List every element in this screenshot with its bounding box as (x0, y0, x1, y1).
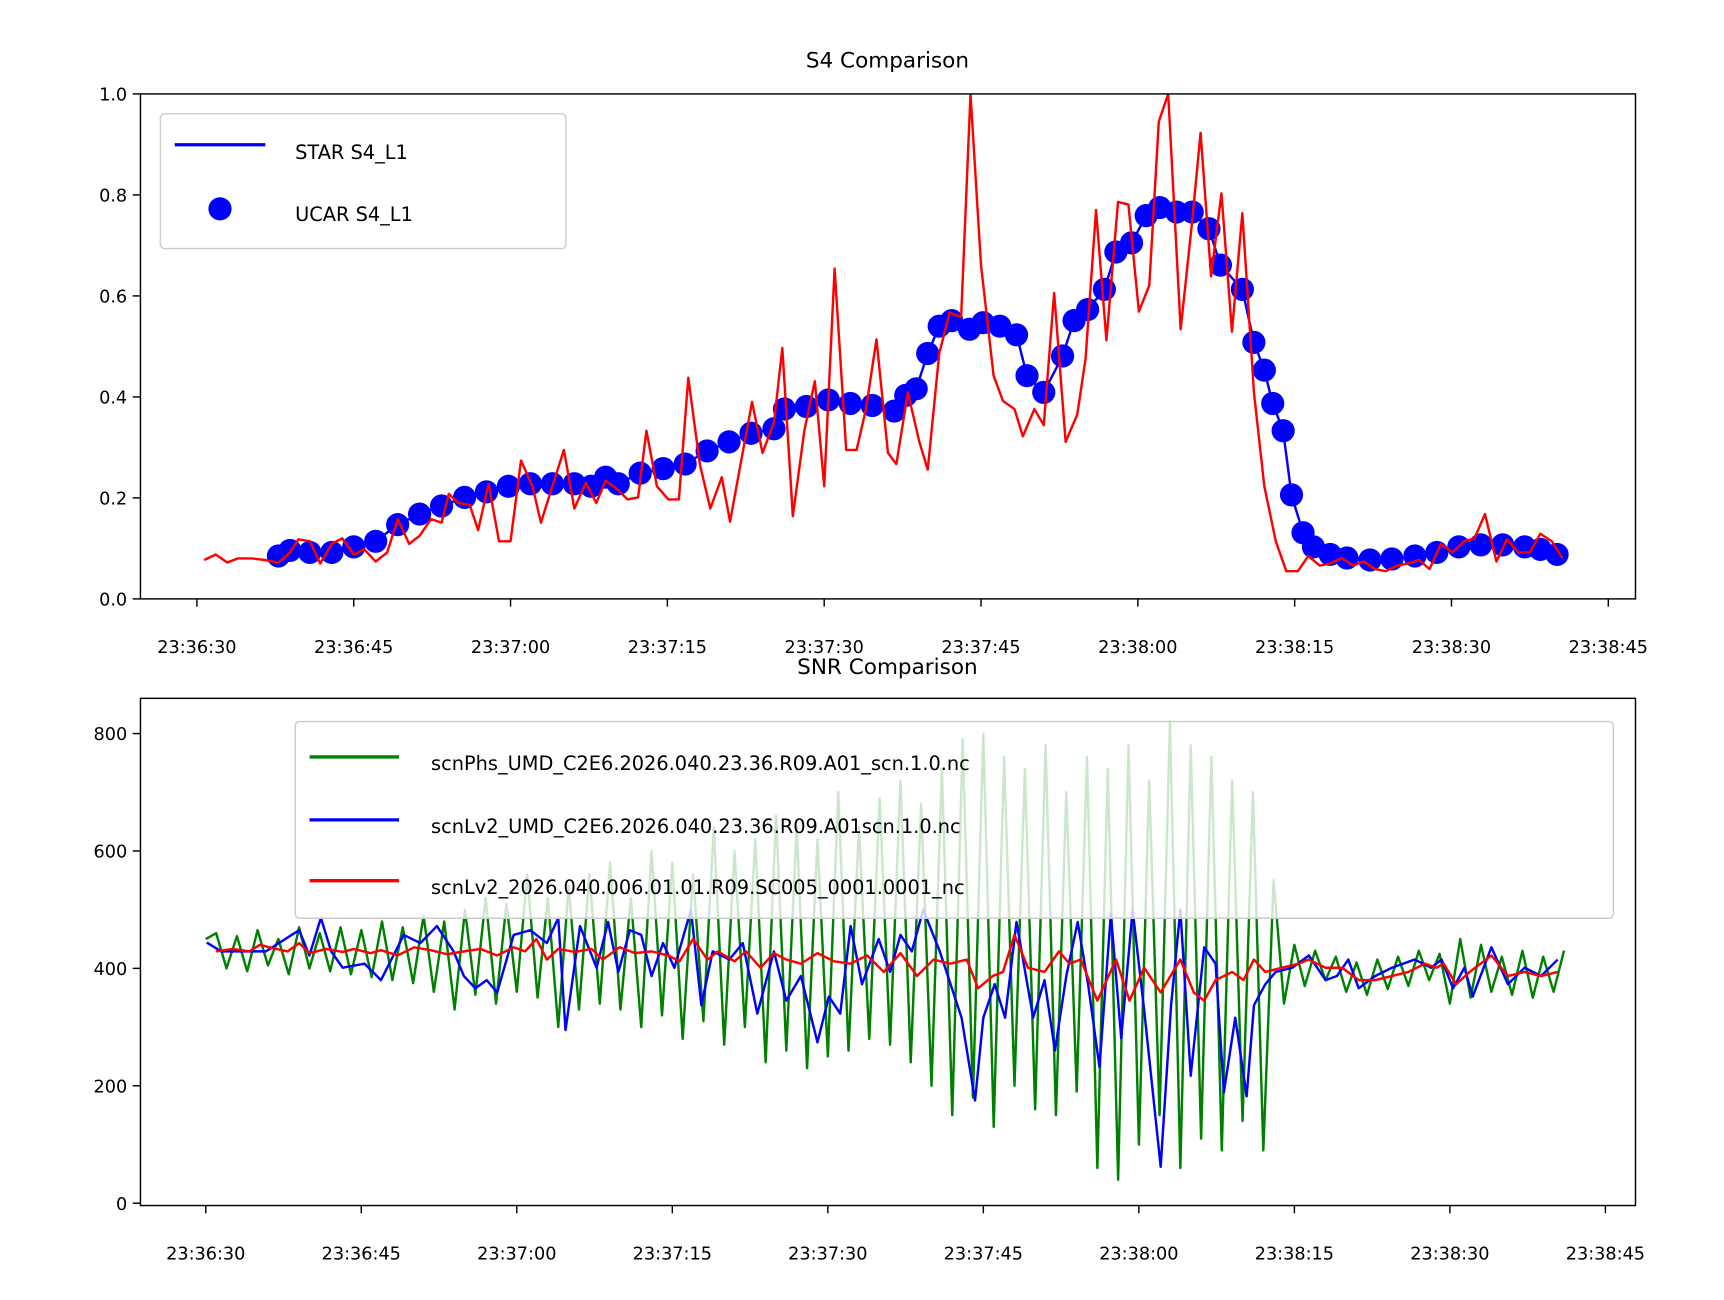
y-tick-label: 0 (116, 1195, 127, 1215)
x-tick-label: 23:38:30 (1412, 638, 1491, 658)
data-point (452, 485, 477, 509)
data-point (1032, 380, 1056, 404)
series-0-line (205, 720, 1566, 1181)
data-point (1261, 391, 1285, 416)
s4-legend-box (159, 113, 567, 250)
s4-y-ticks: 0.0 0.2 0.4 0.6 0.8 1.0 (99, 86, 141, 611)
snr-legend: scnPhs_UMD_C2E6.2026.040.23.36.R09.A01_s… (294, 720, 1615, 919)
legend-ucar-marker-swatch (208, 197, 232, 221)
data-point (320, 540, 344, 565)
y-tick-label: 0.6 (99, 288, 127, 308)
x-tick-label: 23:38:45 (1569, 638, 1648, 658)
data-point (407, 502, 432, 526)
data-point (1271, 419, 1295, 443)
data-point (1545, 542, 1569, 567)
x-tick-label: 23:37:15 (633, 1245, 712, 1265)
snr-legend-box (294, 720, 1615, 919)
series-2-line (203, 93, 1564, 573)
legend-scnphs-label: scnPhs_UMD_C2E6.2026.040.23.36.R09.A01_s… (431, 752, 970, 775)
s4-comparison-axes: S4 Comparison STAR S4_L1 UCAR S4_L1 23:3… (99, 48, 1648, 658)
snr-x-ticks: 23:36:30 23:36:45 23:37:00 23:37:15 23:37:30… (166, 1205, 1645, 1265)
x-tick-label: 23:38:45 (1566, 1245, 1645, 1265)
s4-chart-title: S4 Comparison (806, 48, 969, 73)
x-tick-label: 23:38:30 (1410, 1245, 1489, 1265)
x-tick-label: 23:36:45 (322, 1245, 401, 1265)
x-tick-label: 23:37:45 (941, 638, 1020, 658)
snr-chart-title: SNR Comparison (797, 655, 977, 680)
data-point (904, 377, 928, 401)
data-point (429, 494, 454, 518)
data-point (496, 474, 521, 498)
y-tick-label: 400 (93, 960, 127, 980)
x-tick-label: 23:37:00 (477, 1245, 556, 1265)
snr-y-ticks: 0 200 400 600 800 (93, 725, 141, 1215)
data-point (1076, 297, 1100, 322)
data-point (794, 394, 819, 419)
data-point (364, 529, 388, 553)
data-point (695, 439, 719, 463)
snr-plot-area (205, 720, 1566, 1181)
y-tick-label: 0.4 (99, 389, 127, 409)
y-tick-label: 0.0 (99, 591, 127, 611)
legend-scnlv2-sc005-label: scnLv2_2026.040.006.01.01.R09.SC005_0001… (431, 876, 965, 899)
y-tick-label: 600 (93, 843, 127, 863)
series-1-markers (266, 195, 1569, 572)
s4-legend: STAR S4_L1 UCAR S4_L1 (159, 113, 567, 250)
data-point (298, 540, 322, 565)
x-tick-label: 23:37:30 (785, 638, 864, 658)
y-tick-label: 800 (93, 725, 127, 745)
legend-scnlv2-umd-label: scnLv2_UMD_C2E6.2026.040.23.36.R09.A01sc… (431, 815, 961, 838)
data-point (1242, 330, 1266, 354)
series-group (203, 93, 1569, 573)
data-point (1015, 364, 1039, 388)
snr-comparison-axes: SNR Comparison scnPhs_UMD_C2E6.2026.040.… (93, 655, 1645, 1265)
data-point (1004, 323, 1029, 347)
data-point (1469, 533, 1493, 557)
data-point (386, 513, 410, 537)
y-tick-label: 1.0 (99, 86, 127, 106)
data-point (916, 341, 940, 366)
x-tick-label: 23:38:15 (1255, 638, 1334, 658)
data-point (673, 452, 697, 476)
legend-star-label: STAR S4_L1 (295, 141, 408, 164)
legend-ucar-label: UCAR S4_L1 (295, 203, 413, 226)
series-2-line (215, 933, 1558, 1002)
x-tick-label: 23:38:00 (1099, 1245, 1178, 1265)
x-tick-label: 23:38:00 (1098, 638, 1177, 658)
x-tick-label: 23:37:45 (944, 1245, 1023, 1265)
y-tick-label: 0.8 (99, 187, 127, 207)
y-tick-label: 0.2 (99, 490, 127, 510)
s4-plot-area (203, 93, 1569, 573)
series-1-line (206, 908, 1559, 1168)
x-tick-label: 23:37:00 (471, 638, 550, 658)
data-point (651, 457, 675, 481)
x-tick-label: 23:38:15 (1255, 1245, 1334, 1265)
x-tick-label: 23:37:15 (628, 638, 707, 658)
data-point (772, 397, 797, 421)
s4-x-ticks: 23:36:30 23:36:45 23:37:00 23:37:15 23:37:30… (157, 598, 1648, 658)
y-tick-label: 200 (93, 1077, 127, 1097)
data-point (1491, 533, 1515, 557)
data-point (717, 430, 741, 454)
data-point (1252, 358, 1276, 382)
data-point (1335, 546, 1359, 570)
x-tick-label: 23:37:30 (788, 1245, 867, 1265)
s4-axes-frame (139, 93, 1637, 600)
snr-axes-frame (139, 697, 1637, 1207)
data-point (1197, 217, 1221, 241)
data-point (606, 472, 630, 496)
x-tick-label: 23:36:30 (166, 1245, 245, 1265)
data-point (1279, 483, 1304, 507)
data-point (1050, 344, 1075, 368)
data-point (1358, 548, 1382, 572)
series-group (205, 720, 1566, 1181)
x-tick-label: 23:36:30 (157, 638, 236, 658)
x-tick-label: 23:36:45 (314, 638, 393, 658)
